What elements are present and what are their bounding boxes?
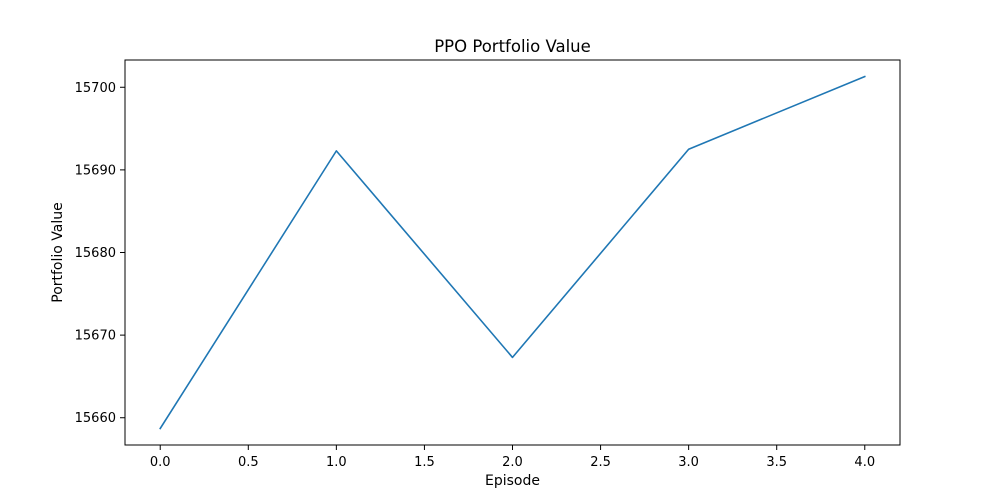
x-axis-label: Episode bbox=[485, 473, 540, 489]
x-tick-label: 0.5 bbox=[238, 455, 259, 470]
data-point bbox=[336, 150, 338, 152]
chart-title: PPO Portfolio Value bbox=[434, 37, 591, 56]
x-tick-label: 2.5 bbox=[590, 455, 611, 470]
series-layer bbox=[159, 75, 866, 430]
x-tick-label: 3.0 bbox=[678, 455, 699, 470]
y-tick-label: 15690 bbox=[75, 163, 116, 178]
y-tick-label: 15670 bbox=[75, 329, 116, 344]
y-axis-label: Portfolio Value bbox=[50, 202, 66, 303]
data-point bbox=[864, 76, 866, 78]
x-tick-label: 3.5 bbox=[766, 455, 787, 470]
y-tick-label: 15660 bbox=[75, 411, 116, 426]
y-tick-label: 15680 bbox=[75, 246, 116, 261]
data-point bbox=[512, 357, 514, 359]
data-point bbox=[159, 428, 161, 430]
y-axis-ticks: 15660 15670 15680 15690 15700 bbox=[75, 81, 125, 426]
x-tick-label: 1.5 bbox=[414, 455, 435, 470]
x-tick-label: 1.0 bbox=[326, 455, 347, 470]
x-tick-label: 2.0 bbox=[502, 455, 523, 470]
y-tick-label: 15700 bbox=[75, 81, 116, 96]
plot-area-frame bbox=[124, 59, 901, 446]
x-axis-ticks: 0.0 0.5 1.0 1.5 2.0 2.5 3.0 3.5 4.0 bbox=[150, 445, 875, 470]
x-tick-label: 4.0 bbox=[854, 455, 875, 470]
data-point bbox=[688, 148, 690, 150]
series-line bbox=[159, 75, 866, 430]
x-tick-label: 0.0 bbox=[150, 455, 171, 470]
